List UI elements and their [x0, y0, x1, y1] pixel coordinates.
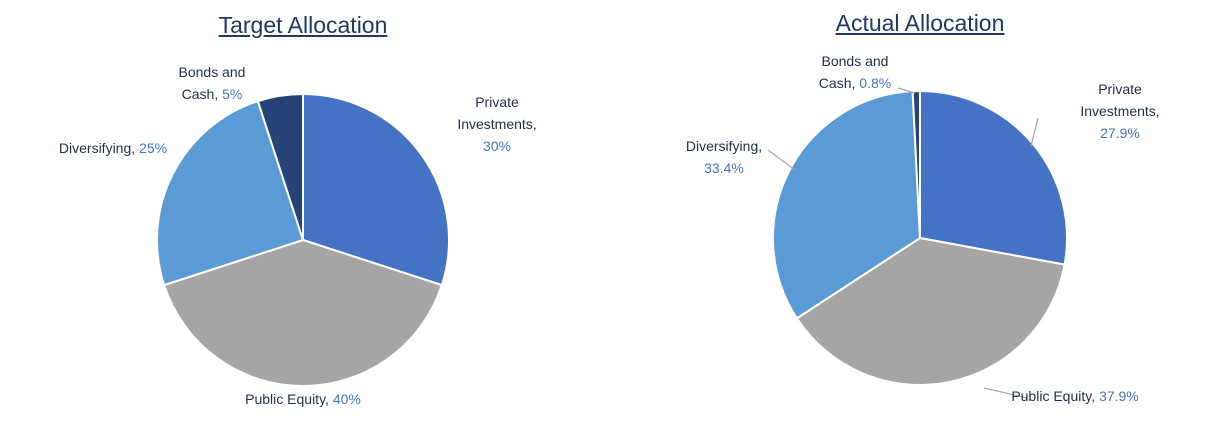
- pie-slice: [919, 89, 1068, 266]
- category-label: Diversifying,: [58, 140, 136, 156]
- value-label: 27.9%: [1100, 125, 1140, 141]
- leader-line: [767, 149, 796, 171]
- pie-slice: [302, 92, 450, 287]
- value-label: 33.4%: [704, 160, 744, 176]
- data-label: Diversifying, 33.4%: [669, 135, 779, 179]
- leader-line: [897, 87, 916, 94]
- category-label: Private Investments,: [457, 94, 537, 132]
- data-label: Private Investments, 27.9%: [1065, 78, 1175, 144]
- value-label: 37.9%: [1098, 388, 1139, 404]
- value-label: 5%: [222, 86, 243, 102]
- category-label: Private Investments,: [1080, 81, 1160, 119]
- data-label: Public Equity, 40%: [238, 388, 368, 410]
- chart-title: Target Allocation: [218, 12, 388, 38]
- pie-slice: [256, 92, 304, 241]
- pie-slice: [156, 99, 305, 287]
- value-label: 30%: [482, 138, 512, 154]
- category-label: Public Equity,: [245, 391, 329, 407]
- pie-slice: [911, 89, 921, 239]
- data-label: Bonds and Cash, 0.8%: [809, 50, 901, 94]
- value-label: 25%: [139, 140, 168, 156]
- pie-slice: [772, 90, 922, 320]
- value-label: 40%: [332, 391, 361, 407]
- data-label: Diversifying, 25%: [58, 137, 168, 159]
- pie-slice: [162, 238, 444, 387]
- category-label: Bonds and Cash,: [818, 53, 889, 91]
- chart-title: Actual Allocation: [835, 10, 1005, 36]
- category-label: Bonds and Cash,: [178, 64, 246, 102]
- category-label: Diversifying,: [685, 138, 763, 154]
- data-label: Bonds and Cash, 5%: [162, 61, 262, 105]
- data-label: Public Equity, 37.9%: [1010, 385, 1140, 407]
- leader-line: [1030, 117, 1039, 147]
- data-label: Private Investments, 30%: [442, 91, 552, 157]
- category-label: Public Equity,: [1011, 388, 1096, 404]
- value-label: 0.8%: [859, 75, 892, 91]
- leader-line: [983, 387, 1028, 399]
